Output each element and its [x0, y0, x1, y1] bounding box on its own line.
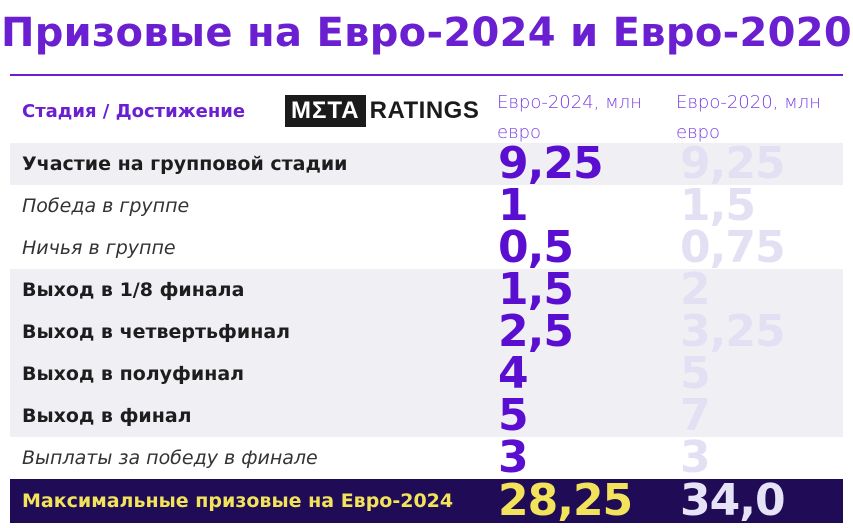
value-2024: 0,5 [498, 222, 574, 273]
table-row: Выход в полуфинал 4 5 [10, 348, 843, 399]
value-2024: 2,5 [498, 306, 574, 357]
stage-label: Выход в 1/8 финала [22, 279, 245, 301]
stage-label: Выплаты за победу в финале [22, 447, 318, 469]
stage-label: Выход в полуфинал [22, 363, 245, 385]
value-2020: 7 [680, 390, 711, 441]
value-2024: 1,5 [498, 264, 574, 315]
title-divider [10, 74, 843, 76]
value-2020: 0,75 [680, 222, 786, 273]
stage-label: Победа в группе [22, 195, 190, 217]
prize-table: Участие на групповой стадии 9,25 9,25 Побед… [10, 138, 843, 523]
value-2024: 4 [498, 348, 529, 399]
table-row: Участие на групповой стадии 9,25 9,25 [10, 138, 843, 189]
total-value-2024: 28,25 [498, 475, 633, 526]
total-label: Максимальные призовые на Евро-2024 [22, 490, 454, 512]
total-value-2020: 34,0 [680, 475, 786, 526]
value-2020: 9,25 [680, 138, 786, 189]
value-2020: 3 [680, 432, 711, 483]
logo-text: RATINGS [369, 97, 480, 124]
value-2024: 9,25 [498, 138, 604, 189]
table-row: Выход в четвертьфинал 2,5 3,25 [10, 306, 843, 357]
metaratings-logo: ΜΣΤΑ RATINGS [285, 95, 479, 127]
table-row: Ничья в группе 0,5 0,75 [10, 222, 843, 273]
table-row-total: Максимальные призовые на Евро-2024 28,25 3… [10, 479, 843, 523]
column-header-2024: Евро-2024, млн евро [497, 92, 642, 143]
page-title: Призовые на Евро-2024 и Евро-2020 [0, 10, 853, 56]
table-row: Победа в группе 1 1,5 [10, 180, 843, 231]
stage-label: Выход в финал [22, 405, 192, 427]
table-row: Выплаты за победу в финале 3 3 [10, 432, 843, 483]
value-2024: 5 [498, 390, 529, 441]
value-2020: 3,25 [680, 306, 786, 357]
column-header-stage: Стадия / Достижение [22, 101, 246, 122]
value-2024: 3 [498, 432, 529, 483]
logo-box: ΜΣΤΑ [285, 95, 366, 127]
value-2024: 1 [498, 180, 529, 231]
value-2020: 2 [680, 264, 711, 315]
stage-label: Участие на групповой стадии [22, 153, 348, 175]
table-row: Выход в финал 5 7 [10, 390, 843, 441]
value-2020: 5 [680, 348, 711, 399]
value-2020: 1,5 [680, 180, 756, 231]
stage-label: Выход в четвертьфинал [22, 321, 291, 343]
column-header-2020: Евро-2020, млн евро [676, 92, 821, 143]
table-row: Выход в 1/8 финала 1,5 2 [10, 264, 843, 315]
stage-label: Ничья в группе [22, 237, 176, 259]
